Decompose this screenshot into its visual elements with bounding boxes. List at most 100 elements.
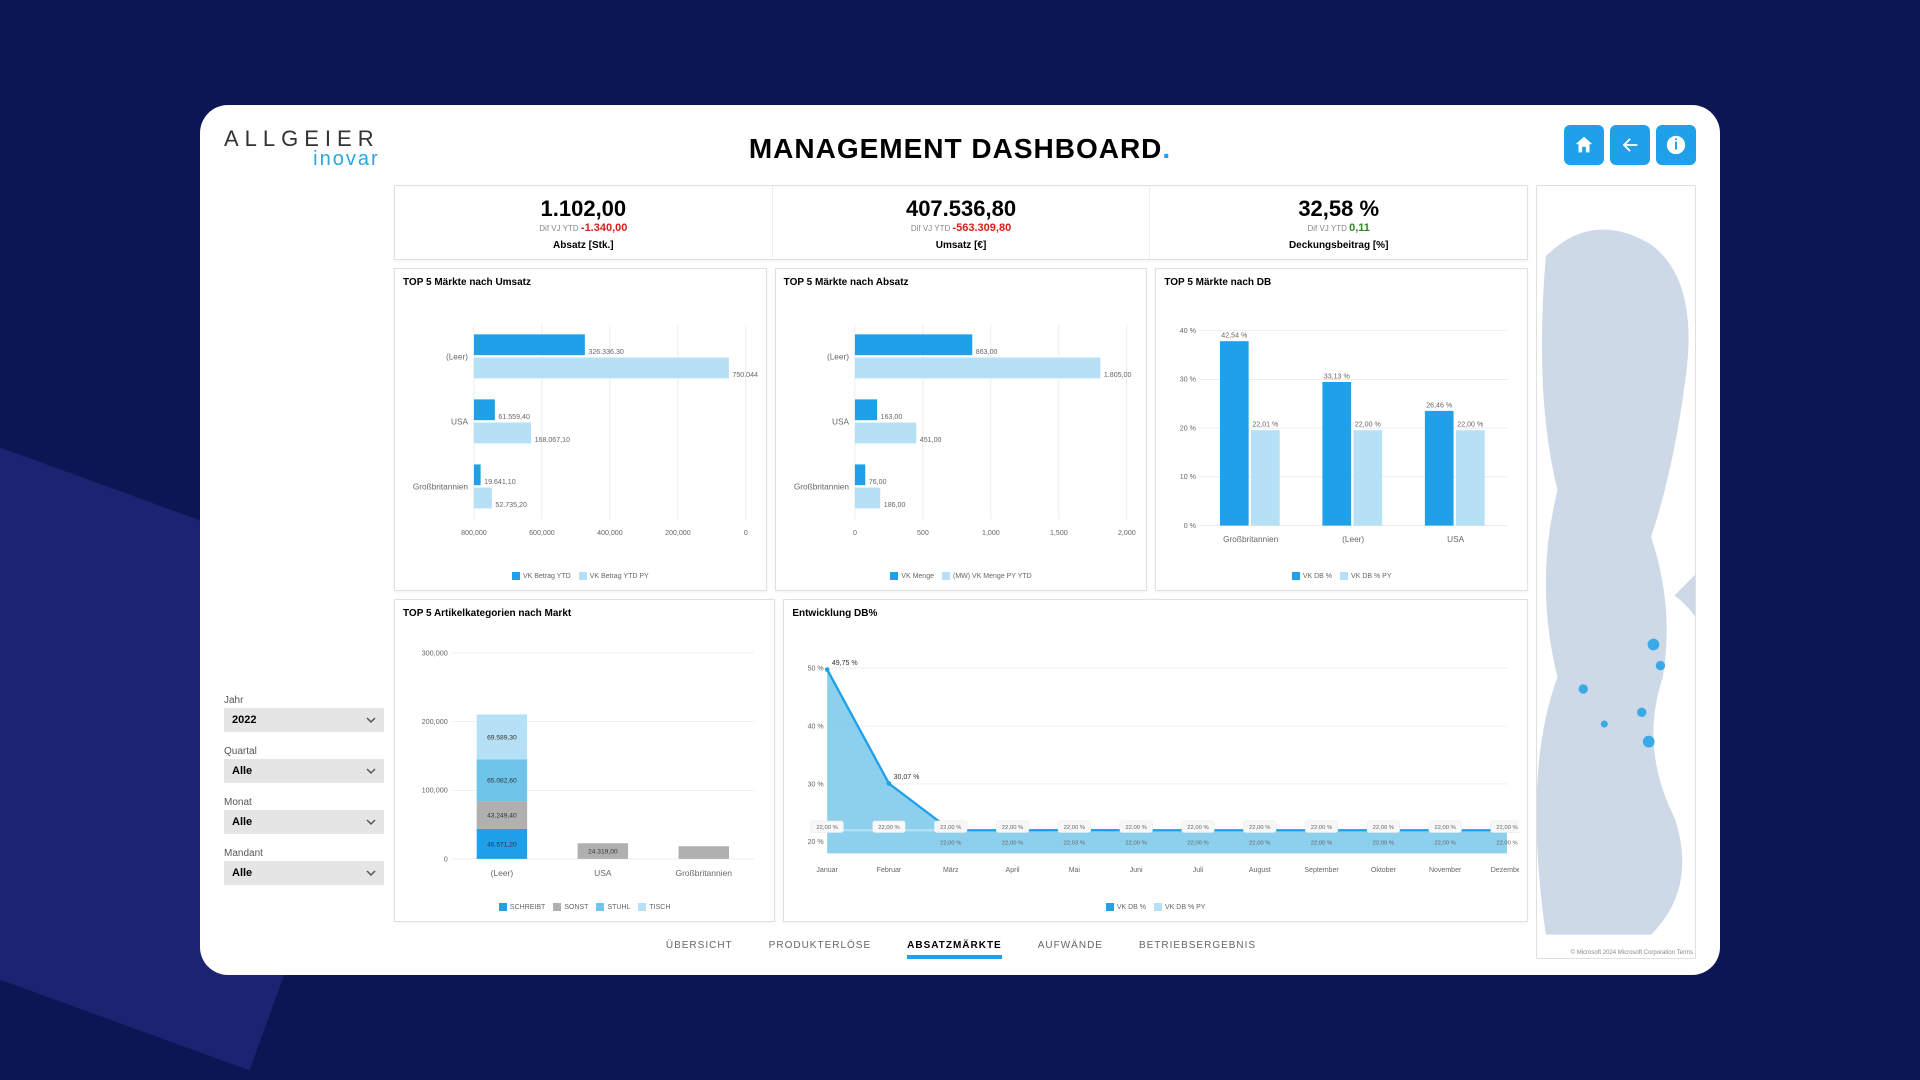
chart-title: TOP 5 Märkte nach DB xyxy=(1164,277,1519,288)
chart-absatz[interactable]: TOP 5 Märkte nach Absatz 05001,0001,5002… xyxy=(775,268,1148,591)
svg-text:22,00 %: 22,00 % xyxy=(940,840,962,846)
tab-übersicht[interactable]: ÜBERSICHT xyxy=(666,940,733,959)
svg-text:0: 0 xyxy=(444,854,448,863)
svg-text:22,00 %: 22,00 % xyxy=(1002,825,1024,831)
svg-text:USA: USA xyxy=(451,417,468,426)
chart-legend: VK Menge(MW) VK Menge PY YTD xyxy=(784,572,1139,582)
home-button[interactable] xyxy=(1564,125,1604,165)
filter-value: Alle xyxy=(232,867,252,879)
tab-produkterlöse[interactable]: PRODUKTERLÖSE xyxy=(769,940,871,959)
svg-text:400,000: 400,000 xyxy=(597,529,623,537)
chart-legend: SCHREIBTSONSTSTUHLTISCH xyxy=(403,903,766,913)
chart-artikel[interactable]: TOP 5 Artikelkategorien nach Markt 0100,… xyxy=(394,599,775,922)
svg-text:Dezember: Dezember xyxy=(1491,867,1519,874)
svg-text:22,00 %: 22,00 % xyxy=(817,825,839,831)
tab-absatzmärkte[interactable]: ABSATZMÄRKTE xyxy=(907,940,1002,959)
svg-text:22,00 %: 22,00 % xyxy=(940,825,962,831)
svg-text:10 %: 10 % xyxy=(1180,473,1197,481)
filter-select[interactable]: 2022 xyxy=(224,708,384,732)
svg-text:20 %: 20 % xyxy=(1180,424,1197,432)
svg-text:22,00 %: 22,00 % xyxy=(1126,840,1148,846)
svg-text:65.082,60: 65.082,60 xyxy=(487,778,517,785)
filter-select[interactable]: Alle xyxy=(224,861,384,885)
chart-entwicklung[interactable]: Entwicklung DB% 20 %30 %40 %50 %49,75 %3… xyxy=(783,599,1528,922)
svg-text:(Leer): (Leer) xyxy=(1342,535,1364,544)
filter-label: Quartal xyxy=(224,746,384,757)
arrow-left-icon xyxy=(1619,134,1641,156)
svg-text:1,500: 1,500 xyxy=(1050,529,1068,537)
svg-text:i: i xyxy=(1674,138,1678,154)
svg-text:200,000: 200,000 xyxy=(665,529,691,537)
chart-svg: 05001,0001,5002,000(Leer)863,001.805,00U… xyxy=(784,292,1139,570)
svg-text:Juli: Juli xyxy=(1193,867,1204,874)
svg-text:500: 500 xyxy=(917,529,929,537)
chart-umsatz[interactable]: TOP 5 Märkte nach Umsatz 800,000600,0004… xyxy=(394,268,767,591)
filter-value: 2022 xyxy=(232,714,256,726)
kpi-label: Deckungsbeitrag [%] xyxy=(1154,240,1523,251)
svg-text:69.589,30: 69.589,30 xyxy=(487,734,517,741)
svg-text:(Leer): (Leer) xyxy=(491,868,514,878)
map[interactable]: © Microsoft 2024 Microsoft Corporation T… xyxy=(1536,185,1696,959)
svg-text:22,00 %: 22,00 % xyxy=(1497,840,1519,846)
chart-title: Entwicklung DB% xyxy=(792,608,1519,619)
tab-bar: ÜBERSICHT PRODUKTERLÖSE ABSATZMÄRKTE AUFWÄN… xyxy=(394,930,1528,959)
svg-text:0: 0 xyxy=(744,529,748,537)
svg-text:19.641,10: 19.641,10 xyxy=(484,478,516,486)
map-attribution: © Microsoft 2024 Microsoft Corporation T… xyxy=(1571,950,1693,956)
filter-value: Alle xyxy=(232,816,252,828)
filter-select[interactable]: Alle xyxy=(224,759,384,783)
svg-text:750.044,30: 750.044,30 xyxy=(732,371,757,379)
svg-text:August: August xyxy=(1249,867,1271,874)
logo-main: ALLGEIER xyxy=(224,128,380,150)
svg-text:800,000: 800,000 xyxy=(461,529,487,537)
tab-aufwände[interactable]: AUFWÄNDE xyxy=(1038,940,1103,959)
kpi-diff: Dif VJ YTD 0,11 xyxy=(1154,222,1523,234)
svg-text:2,000: 2,000 xyxy=(1118,529,1136,537)
svg-text:600,000: 600,000 xyxy=(529,529,555,537)
svg-text:186,00: 186,00 xyxy=(883,501,905,509)
svg-text:22,00 %: 22,00 % xyxy=(1188,840,1210,846)
kpi-card: 407.536,80 Dif VJ YTD -563.309,80 Umsatz… xyxy=(773,186,1151,259)
chevron-down-icon xyxy=(366,817,376,827)
svg-text:22,00 %: 22,00 % xyxy=(1373,825,1395,831)
filter-select[interactable]: Alle xyxy=(224,810,384,834)
kpi-diff: Dif VJ YTD -1.340,00 xyxy=(399,222,768,234)
svg-text:49,75 %: 49,75 % xyxy=(832,660,858,667)
svg-text:22,00 %: 22,00 % xyxy=(1355,421,1382,429)
svg-text:1,000: 1,000 xyxy=(982,529,1000,537)
svg-text:30 %: 30 % xyxy=(1180,376,1197,384)
svg-text:163,00: 163,00 xyxy=(880,413,902,421)
svg-text:Großbritannien: Großbritannien xyxy=(413,483,469,492)
kpi-diff: Dif VJ YTD -563.309,80 xyxy=(777,222,1146,234)
chart-legend: VK Betrag YTDVK Betrag YTD PY xyxy=(403,572,758,582)
chart-db[interactable]: TOP 5 Märkte nach DB 0 %10 %20 %30 %40 %… xyxy=(1155,268,1528,591)
info-button[interactable]: i xyxy=(1656,125,1696,165)
kpi-value: 1.102,00 xyxy=(399,196,768,222)
kpi-card: 32,58 % Dif VJ YTD 0,11 Deckungsbeitrag … xyxy=(1150,186,1527,259)
svg-text:Großbritannien: Großbritannien xyxy=(1223,535,1279,544)
chart-svg: 0 %10 %20 %30 %40 %Großbritannien42,54 %… xyxy=(1164,292,1519,570)
filter-label: Jahr xyxy=(224,695,384,706)
filter-sidebar: Jahr 2022 Quartal Alle Monat Alle Mandan… xyxy=(224,185,384,959)
chevron-down-icon xyxy=(366,868,376,878)
svg-text:22,03 %: 22,03 % xyxy=(1064,840,1086,846)
svg-text:September: September xyxy=(1305,867,1340,874)
svg-text:22,00 %: 22,00 % xyxy=(1435,825,1457,831)
kpi-label: Absatz [Stk.] xyxy=(399,240,768,251)
svg-text:22,01 %: 22,01 % xyxy=(1253,421,1280,429)
svg-text:326.336,30: 326.336,30 xyxy=(588,348,623,356)
svg-text:22,00 %: 22,00 % xyxy=(1126,825,1148,831)
svg-text:863,00: 863,00 xyxy=(975,348,997,356)
back-button[interactable] xyxy=(1610,125,1650,165)
tab-betriebsergebnis[interactable]: BETRIEBSERGEBNIS xyxy=(1139,940,1256,959)
chart-title: TOP 5 Artikelkategorien nach Markt xyxy=(403,608,766,619)
svg-text:22,00 %: 22,00 % xyxy=(1002,840,1024,846)
filter-mandant: Mandant Alle xyxy=(224,848,384,885)
svg-text:April: April xyxy=(1006,867,1020,874)
svg-text:USA: USA xyxy=(832,417,849,426)
svg-text:22,00 %: 22,00 % xyxy=(879,825,901,831)
svg-text:USA: USA xyxy=(1447,535,1464,544)
page-title: MANAGEMENT DASHBOARD. xyxy=(749,133,1171,165)
svg-text:22,00 %: 22,00 % xyxy=(1249,840,1271,846)
svg-text:Februar: Februar xyxy=(877,867,902,874)
